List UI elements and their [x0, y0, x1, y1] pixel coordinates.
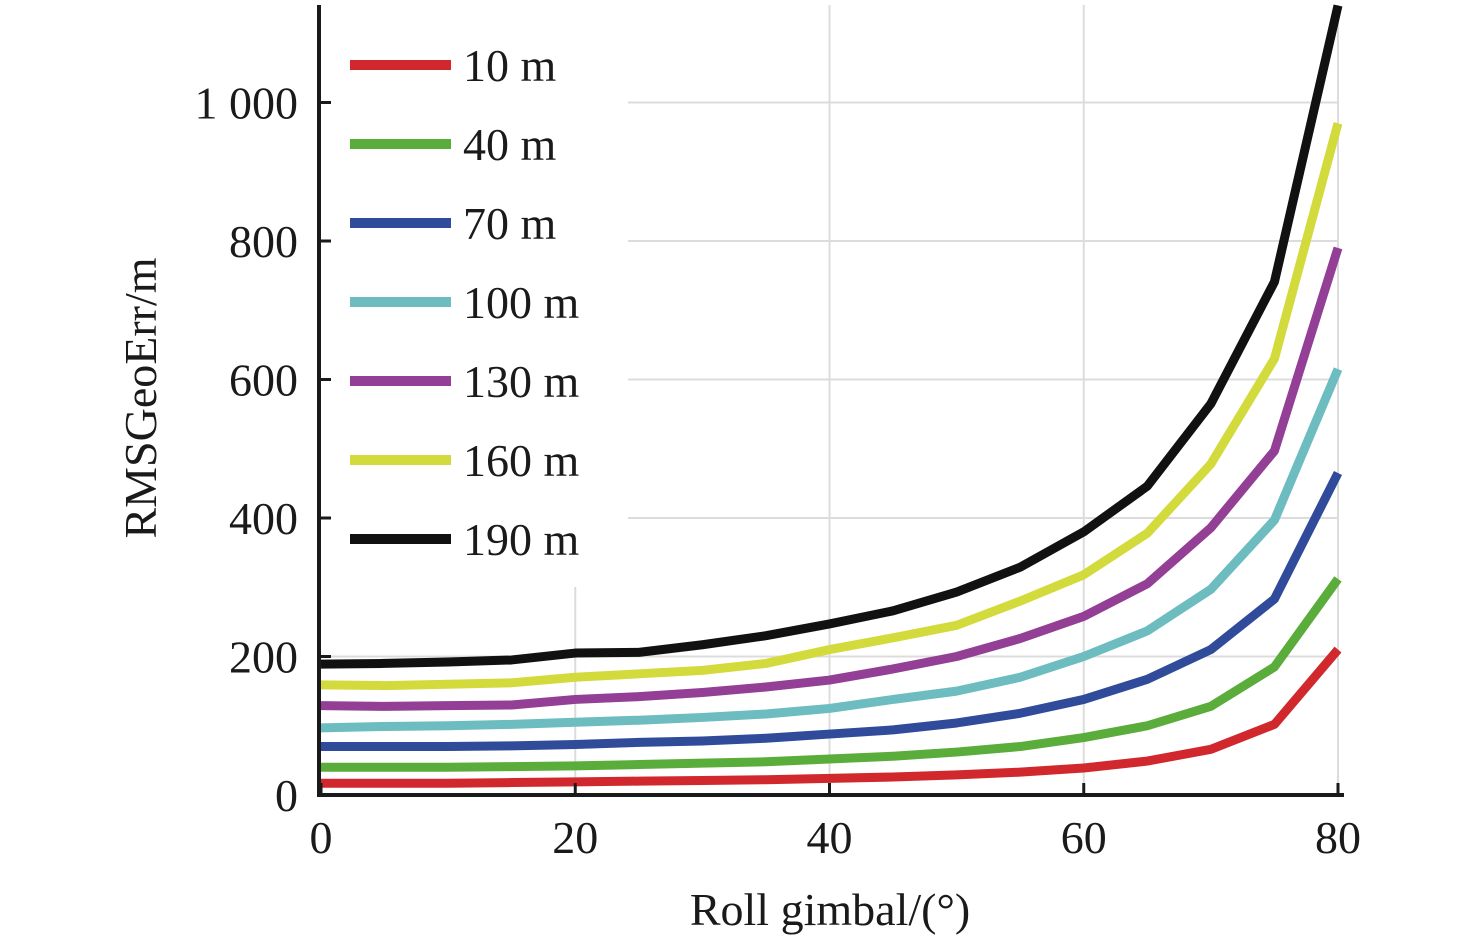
legend-item: 70 m: [350, 198, 557, 249]
legend-item: 130 m: [350, 356, 580, 407]
series-line-160m: [320, 122, 1343, 691]
y-tick-label: 800: [229, 216, 298, 267]
legend-item: 100 m: [350, 277, 580, 328]
y-tick-label: 200: [229, 632, 298, 683]
y-tick-label: 1 000: [195, 78, 299, 129]
x-tick-label: 20: [552, 812, 598, 863]
legend-item: 10 m: [350, 40, 557, 91]
legend-label: 130 m: [463, 356, 580, 407]
series-line-130m: [320, 246, 1343, 711]
x-tick-label: 60: [1061, 812, 1107, 863]
x-axis-title: Roll gimbal/(°): [690, 884, 970, 935]
legend-label: 100 m: [463, 277, 580, 328]
series-line-70m: [321, 470, 1343, 752]
series-line-10m: [321, 646, 1342, 788]
series-line-100m: [320, 367, 1343, 733]
series-line-40m: [321, 576, 1342, 772]
legend-label: 70 m: [463, 198, 557, 249]
x-tick-label: 80: [1315, 812, 1361, 863]
legend-item: 40 m: [350, 119, 557, 170]
series-line-190m: [320, 4, 1343, 669]
legend-label: 40 m: [463, 119, 557, 170]
y-tick-label: 400: [229, 493, 298, 544]
y-tick-label: 0: [275, 770, 298, 821]
legend-item: 190 m: [350, 514, 580, 565]
series-lines: [320, 4, 1343, 788]
legend-item: 160 m: [350, 435, 580, 486]
x-tick-label: 0: [310, 812, 333, 863]
x-tick-label: 40: [807, 812, 853, 863]
legend-label: 190 m: [463, 514, 580, 565]
legend: 10 m 40 m 70 m 100 m 130 m 160 m 190 m: [350, 40, 580, 565]
legend-label: 160 m: [463, 435, 580, 486]
legend-label: 10 m: [463, 40, 557, 91]
y-axis-title: RMSGeoErr/m: [115, 257, 166, 538]
y-tick-label: 600: [229, 355, 298, 406]
